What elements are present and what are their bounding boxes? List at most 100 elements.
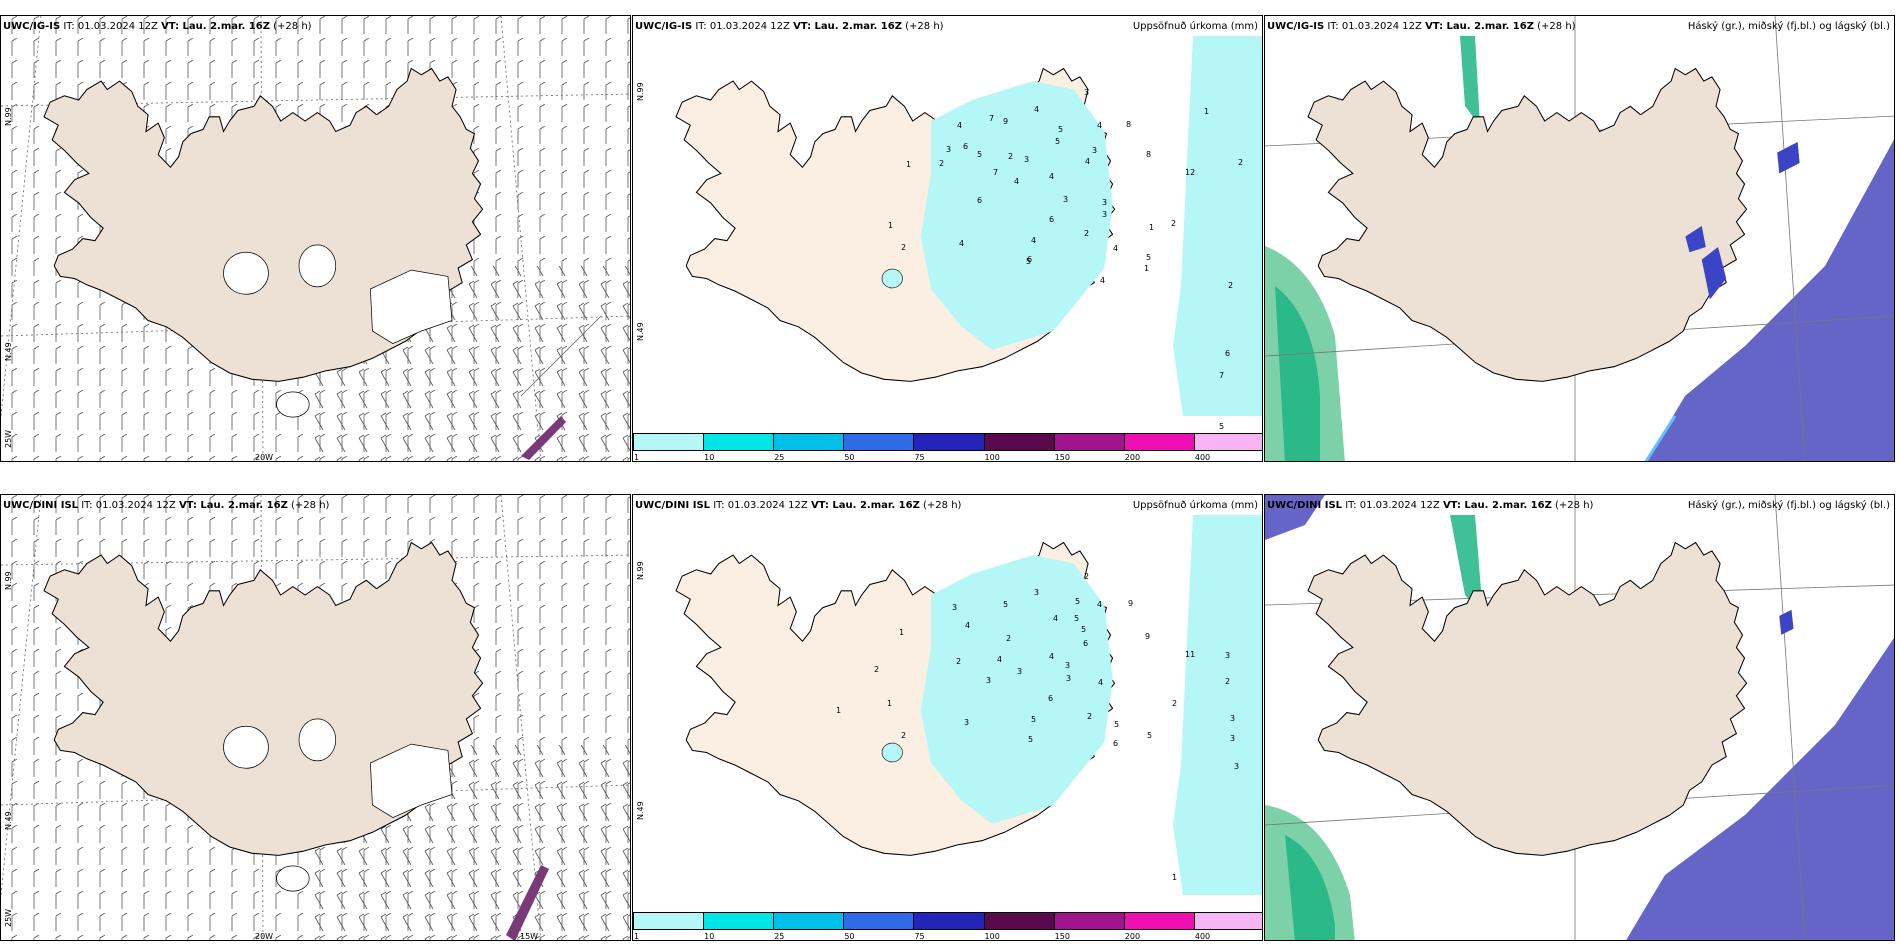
precip-value-label: 3 [946,145,951,154]
precip-value-label: 2 [1084,572,1089,581]
lon-label: 15W [520,932,539,941]
precip-value-label: 5 [1026,257,1031,266]
precip-value-label: 3 [1065,661,1070,670]
precip-title: Uppsöfnuð úrkoma (mm) [1132,21,1258,32]
precip-value-label: 6 [977,196,982,205]
valid-time: VT: Lau. 2.mar. 16Z [178,500,288,511]
precip-value-label: 4 [1034,105,1039,114]
lat-label: N.99 [4,571,13,590]
colorbar-level: 1 [634,932,640,941]
colorbar-swatch [1123,912,1195,930]
precip-value-label: 8 [1126,120,1131,129]
colorbar-level: 400 [1194,453,1211,462]
precip-value-label: 3 [1234,762,1239,771]
precip-map-panel-bottom: 2 3 5 4 9 5 3 4 5 1 4 2 6 5 9 11 3 4 4 2 3 3 3 2 3 4 2 1 6 2 1 3 5 2 5 3 2 5 6… [632,494,1263,941]
precip-value-label: 9 [1003,117,1008,126]
precip-value-label: 6 [1049,215,1054,224]
precip-value-label: 4 [1085,157,1090,166]
colorbar-swatch [703,433,775,451]
precip-value-label: 5 [1081,625,1086,634]
colorbar-level: 10 [704,453,715,462]
precip-value-label: 2 [1225,677,1230,686]
precip-value-label: 9 [1145,632,1150,641]
precip-title: Uppsöfnuð úrkoma (mm) [1132,500,1258,511]
panel-header: UWC/DINI ISL IT: 01.03.2024 12Z VT: Lau.… [1267,500,1593,511]
precip-value-label: 1 [1172,873,1177,882]
colorbar-swatch [843,433,915,451]
colorbar: 1 10 25 50 75 100 150 200 400 [633,912,1262,940]
precip-value-label: 4 [1097,121,1102,130]
colorbar-level: 150 [1054,932,1070,941]
precip-value-label: 5 [1031,715,1036,724]
lon-label: 20W [255,932,274,941]
colorbar-swatch [983,912,1055,930]
lat-label: N.99 [4,107,13,126]
precip-value-label: 5 [1146,253,1151,262]
precip-value-label: 3 [1230,734,1235,743]
precip-value-label: 4 [1031,236,1036,245]
colorbar-level: 10 [704,932,715,941]
panel-header: UWC/IG-IS IT: 01.03.2024 12Z VT: Lau. 2.… [3,21,312,32]
colorbar-level: 200 [1124,453,1141,462]
colorbar-swatch [703,912,775,930]
colorbar-swatch [773,433,845,451]
precip-value-label: 2 [901,731,906,740]
precip-value-label: 6 [1027,255,1032,264]
precip-value-label: 4 [1053,614,1058,623]
precip-value-label: 2 [1238,158,1243,167]
precip-value-label: 5 [1147,731,1152,740]
lon-label: 20W [255,453,274,462]
lead-time: (+28 h) [923,500,962,511]
wind-map-bottom [1,495,630,940]
panel-header: UWC/DINI ISL IT: 01.03.2024 12Z VT: Lau.… [3,500,329,511]
precip-value-label: 9 [1128,599,1133,608]
precip-value-label: 2 [874,665,879,674]
model-name: UWC/IG-IS [3,21,61,32]
init-time: IT: 01.03.2024 12Z [713,500,808,511]
precip-value-label: 7 [993,168,998,177]
lat-label: N.49 [4,811,13,830]
valid-time: VT: Lau. 2.mar. 16Z [1442,500,1552,511]
lead-time: (+28 h) [1555,500,1594,511]
precip-value-label: 4 [997,655,1002,664]
precip-value-label: 3 [1102,198,1107,207]
precip-value-label: 6 [1225,349,1230,358]
precip-value-label: 5 [1055,137,1060,146]
precip-value-label: 2 [1087,712,1092,721]
precip-value-label: 2 [956,657,961,666]
model-name: UWC/DINI ISL [635,500,711,511]
lon-label: 25W [4,908,13,927]
wind-map-top [1,16,630,461]
colorbar-swatch [913,433,985,451]
init-time: IT: 01.03.2024 12Z [81,500,176,511]
model-name: UWC/DINI ISL [3,500,79,511]
colorbar-level: 1 [634,453,640,462]
cloud-map-panel-bottom: UWC/DINI ISL IT: 01.03.2024 12Z VT: Lau.… [1264,494,1895,941]
precip-value-label: 6 [1083,639,1088,648]
model-name: UWC/IG-IS [635,21,693,32]
precip-value-label: 3 [1084,88,1089,97]
valid-time: VT: Lau. 2.mar. 16Z [793,21,902,32]
precip-value-label: 2 [939,159,944,168]
lat-label: N.49 [636,322,645,341]
precip-value-label: 3 [1092,146,1097,155]
model-name: UWC/IG-IS [1267,21,1325,32]
colorbar-swatch [1193,912,1262,930]
precip-value-label: 4 [1113,244,1118,253]
init-time: IT: 01.03.2024 12Z [1345,500,1440,511]
precip-value-label: 5 [1114,720,1119,729]
precip-value-label: 4 [1097,600,1102,609]
precip-value-label: 12 [1185,168,1195,177]
precip-value-label: 3 [952,603,957,612]
precip-value-label: 3 [986,676,991,685]
precip-value-label: 5 [1058,125,1063,134]
colorbar-swatch [913,912,985,930]
lead-time: (+28 h) [905,21,944,32]
precip-value-label: 11 [1185,650,1195,659]
precip-value-label: 2 [901,243,906,252]
colorbar-level: 25 [774,453,785,462]
